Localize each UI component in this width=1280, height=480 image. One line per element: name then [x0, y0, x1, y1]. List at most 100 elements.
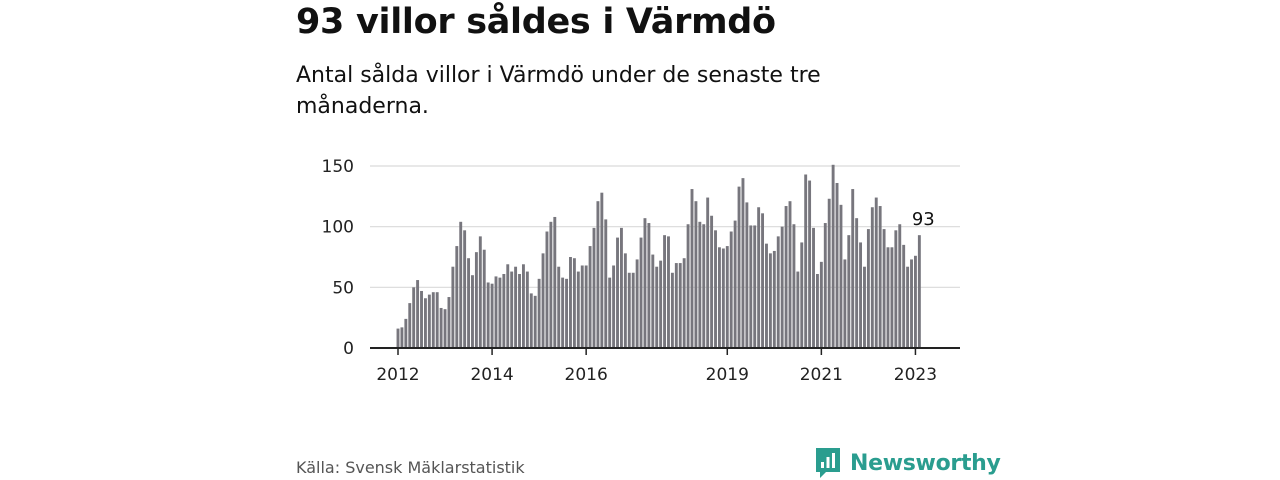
bar	[623, 253, 627, 348]
bar	[608, 277, 612, 348]
bar	[427, 294, 431, 348]
bar	[600, 192, 604, 348]
bar	[545, 231, 549, 348]
bar	[529, 293, 533, 348]
bar-chart: 0 50 100 150 2012 2014 2016 2019 2021 2023 93	[322, 157, 960, 385]
bar	[592, 227, 596, 348]
bar	[729, 231, 733, 348]
bar	[604, 219, 608, 348]
bar	[400, 327, 404, 348]
bar	[482, 249, 486, 348]
bar	[714, 230, 717, 348]
bar	[521, 264, 525, 348]
bar	[910, 259, 913, 348]
bar	[576, 271, 580, 348]
bar	[474, 252, 478, 348]
x-tick-label: 2012	[376, 365, 419, 385]
bar	[423, 298, 427, 348]
bar	[647, 223, 651, 348]
bar	[812, 227, 815, 348]
bar	[917, 235, 921, 348]
bar	[435, 292, 439, 348]
bar	[659, 260, 663, 348]
bar	[694, 201, 698, 348]
bar	[855, 218, 859, 348]
y-tick-label: 100	[322, 218, 354, 238]
bar	[678, 263, 682, 348]
bar	[572, 258, 576, 348]
chart-title: 93 villor såldes i Värmdö	[296, 2, 776, 42]
bar	[733, 220, 737, 348]
bar	[776, 236, 780, 348]
bar	[886, 247, 890, 348]
bar	[561, 277, 565, 348]
bar	[655, 266, 659, 348]
bar	[439, 307, 443, 348]
bar	[839, 204, 843, 348]
x-tick-label: 2023	[894, 365, 937, 385]
bar	[737, 186, 741, 348]
bar	[851, 189, 855, 348]
bar	[765, 243, 768, 348]
bar	[502, 273, 506, 348]
bar	[874, 197, 878, 348]
bar	[698, 221, 702, 348]
bar	[800, 242, 804, 348]
bar	[815, 273, 819, 348]
bar	[525, 271, 529, 348]
bar	[749, 225, 753, 348]
bar	[686, 224, 690, 348]
bar	[580, 265, 584, 348]
bar	[478, 236, 482, 348]
bar	[890, 247, 894, 348]
bar	[753, 225, 757, 348]
bar	[847, 235, 851, 348]
bar	[459, 221, 463, 348]
bar	[870, 207, 874, 348]
bar	[443, 309, 447, 348]
bar	[514, 266, 518, 348]
bar	[549, 221, 553, 348]
bar	[859, 242, 863, 348]
bar	[878, 206, 882, 348]
bar	[906, 266, 910, 348]
bar	[635, 259, 639, 348]
bar	[471, 275, 474, 348]
x-tick-label: 2021	[800, 365, 843, 385]
bar	[490, 283, 494, 348]
bar	[835, 182, 839, 348]
bar	[565, 278, 569, 348]
bar	[667, 236, 670, 348]
bar	[717, 247, 721, 348]
bar	[451, 266, 455, 348]
bar	[506, 264, 510, 348]
bar	[616, 237, 619, 348]
bar	[882, 229, 886, 348]
bar	[631, 272, 635, 348]
newsworthy-logo[interactable]: Newsworthy	[814, 446, 1001, 480]
bar	[788, 201, 792, 348]
bar	[866, 229, 870, 348]
bar	[510, 271, 514, 348]
bar	[898, 224, 902, 348]
bar	[863, 266, 866, 348]
bar	[823, 223, 827, 348]
bar	[494, 276, 498, 348]
bar	[518, 273, 521, 348]
bar	[404, 318, 408, 348]
x-tick-label: 2019	[706, 365, 749, 385]
bar	[412, 287, 416, 348]
bar	[757, 207, 761, 348]
chart-subtitle: Antal sålda villor i Värmdö under de sen…	[296, 63, 821, 119]
bar	[721, 248, 725, 348]
bar	[651, 254, 655, 348]
bar	[706, 197, 710, 348]
bar	[420, 290, 423, 348]
bar	[643, 218, 647, 348]
bar	[557, 266, 561, 348]
bar	[843, 259, 847, 348]
bars	[396, 164, 921, 348]
bar	[792, 224, 796, 348]
bar	[416, 280, 420, 348]
bar	[725, 246, 729, 348]
